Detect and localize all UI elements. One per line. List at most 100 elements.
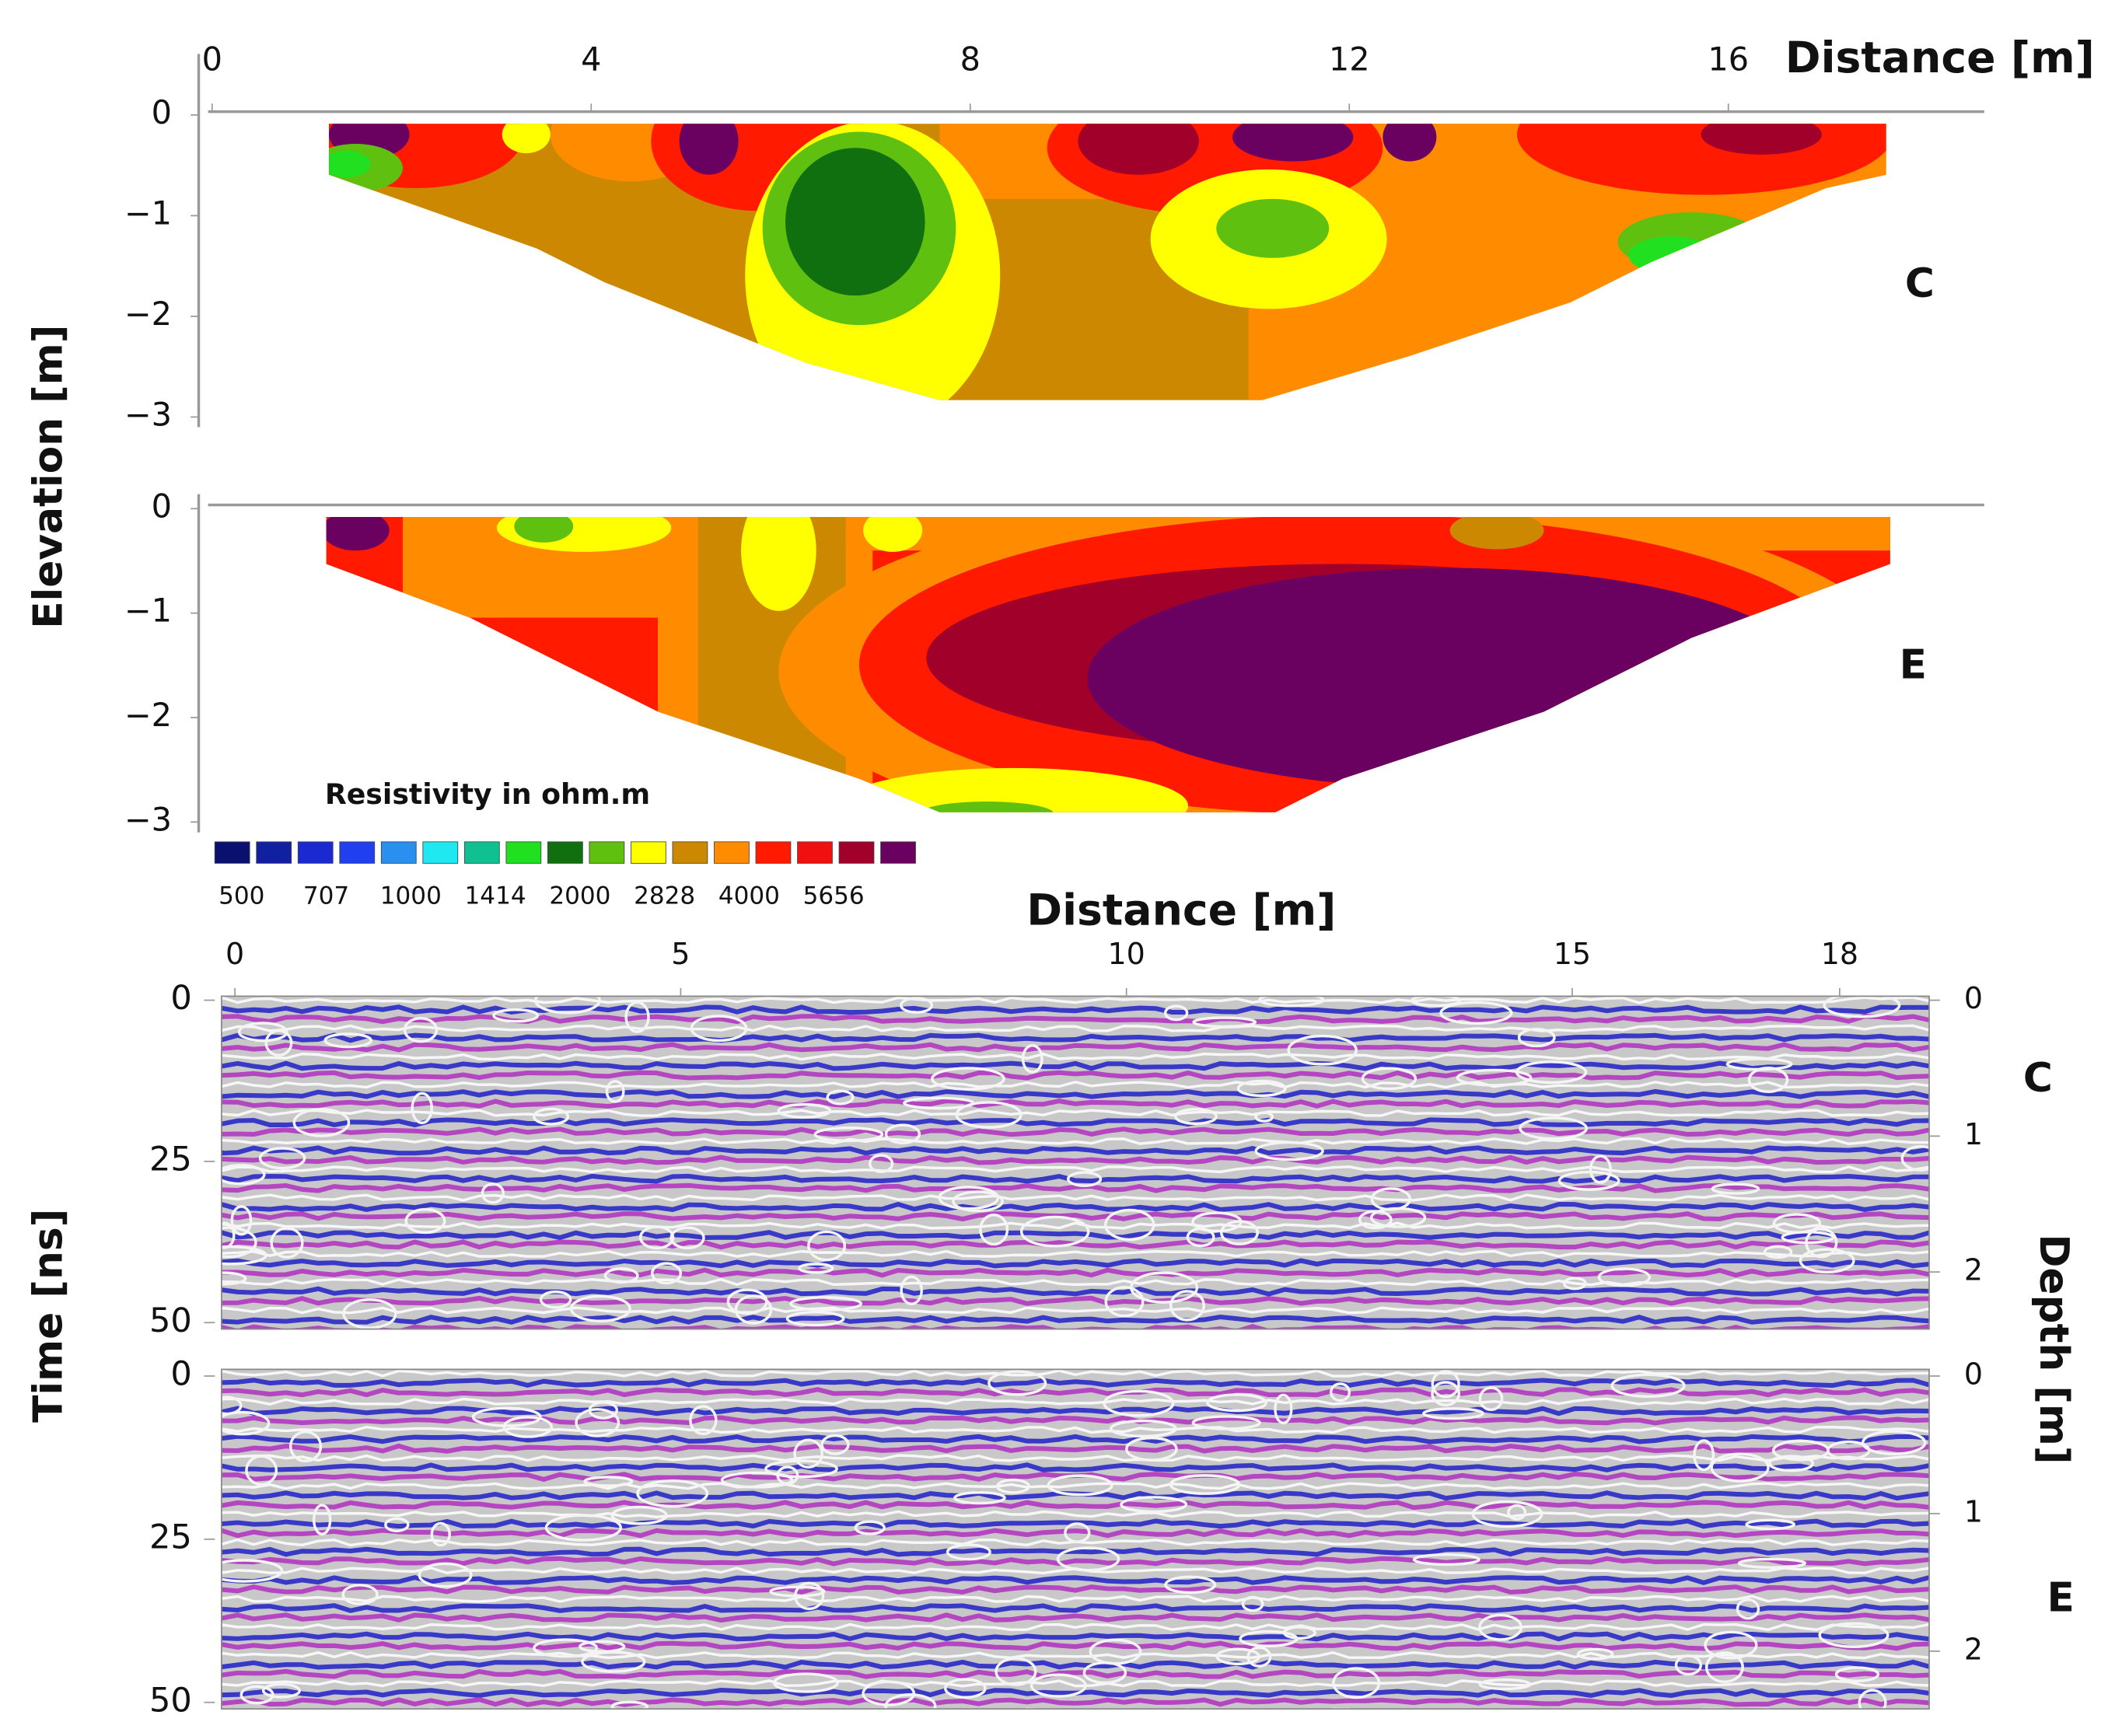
radar-trace <box>221 1631 1930 1642</box>
radar-noise <box>533 1638 599 1658</box>
x-tick-label: 8 <box>960 41 981 79</box>
radar-trace <box>221 1295 1930 1306</box>
radar-noise <box>471 1406 542 1427</box>
x-tick-label: 15 <box>1554 937 1591 971</box>
radar-noise <box>884 1123 921 1144</box>
radar-trace <box>221 1696 1930 1707</box>
radar-trace <box>221 1314 1930 1325</box>
radar-noise <box>789 1296 863 1312</box>
radar-trace <box>221 1004 1930 1015</box>
radar-trace <box>221 1500 1930 1511</box>
colorbar-swatch <box>214 841 250 864</box>
radar-noise <box>1745 1518 1796 1531</box>
radar-noise <box>1710 1452 1770 1483</box>
radar-frame <box>221 1368 1930 1710</box>
radar-noise <box>1834 1666 1880 1682</box>
colorbar-tick-label: 2000 <box>549 882 610 910</box>
radar-trace <box>221 1137 1930 1146</box>
radar-noise <box>931 1067 1005 1091</box>
radar-noise <box>1412 1553 1480 1567</box>
y-axis-title: Time [ns] <box>26 1209 72 1423</box>
radar-trace <box>221 1668 1930 1679</box>
radar-trace <box>221 1415 1930 1426</box>
radar-trace <box>221 1434 1930 1444</box>
radar-noise <box>995 1657 1037 1686</box>
radar-trace <box>221 1126 1930 1137</box>
radar-noise <box>1361 1067 1418 1091</box>
radar-noise <box>1693 1439 1715 1472</box>
radargram <box>221 1369 1930 1710</box>
radar-noise <box>1358 1210 1393 1230</box>
radar-noise <box>1507 1504 1527 1521</box>
radar-noise <box>1711 1182 1760 1195</box>
radar-trace <box>221 1211 1930 1222</box>
radar-noise <box>292 1108 351 1137</box>
radar-noise <box>1410 996 1462 1008</box>
y-tick-label: −2 <box>124 295 172 333</box>
radar-noise <box>868 1154 894 1174</box>
radar-noise <box>690 1015 748 1043</box>
radar-noise <box>1456 1068 1533 1087</box>
radar-noise <box>270 1227 304 1259</box>
x-tick-label: 5 <box>671 937 690 971</box>
y2-tick-label: 1 <box>1964 1494 1983 1528</box>
radar-noise <box>1736 1598 1760 1620</box>
colorbar-tick-label: 2828 <box>634 882 695 910</box>
contour-region <box>514 517 574 543</box>
radar-noise <box>1236 1079 1287 1098</box>
colorbar-swatch <box>256 841 292 864</box>
radargram <box>221 996 1930 1329</box>
contour-region <box>328 150 371 178</box>
radar-noise <box>1589 1154 1612 1184</box>
radar-trace <box>221 1024 1930 1032</box>
y-tick-label: −3 <box>124 396 172 433</box>
radar-noise <box>669 1226 705 1250</box>
contour-region <box>1628 236 1715 274</box>
radar-trace <box>221 1556 1930 1567</box>
radar-trace <box>221 1387 1930 1398</box>
radar-noise <box>1241 1595 1264 1612</box>
radar-noise <box>1478 1386 1504 1412</box>
colorbar-tick-label: 4000 <box>718 882 780 910</box>
radar-noise <box>1104 1208 1155 1242</box>
radar-noise <box>899 997 934 1015</box>
colorbar-swatch <box>297 841 334 864</box>
radar-noise <box>1287 1034 1358 1066</box>
radar-noise <box>734 1294 773 1325</box>
y-tick-label: −1 <box>124 592 172 630</box>
y2-tick-label: 0 <box>1964 981 1983 1015</box>
radar-trace <box>221 1070 1930 1081</box>
radar-noise <box>1163 1004 1189 1022</box>
radar-noise <box>689 1405 718 1436</box>
radar-trace <box>221 1443 1930 1454</box>
radar-noise <box>884 1693 937 1710</box>
radar-trace <box>221 1538 1930 1547</box>
y-tick-label: 25 <box>149 1518 192 1556</box>
radar-noise <box>944 1678 987 1699</box>
radar-noise <box>245 1455 278 1486</box>
radar-noise <box>900 1275 923 1305</box>
colorbar-tick-label: 500 <box>218 882 264 910</box>
radar-noise <box>1799 1248 1855 1274</box>
y-tick-label: 50 <box>149 1301 192 1340</box>
radar-trace <box>221 1369 1930 1378</box>
colorbar-swatch <box>880 841 916 864</box>
colorbar-swatch <box>422 841 459 864</box>
colorbar-tick-label: 707 <box>303 882 349 910</box>
radar-noise <box>1519 1116 1589 1140</box>
radar-noise <box>938 1186 1000 1210</box>
radar-trace <box>221 1640 1930 1651</box>
radar-trace <box>221 1201 1930 1212</box>
radar-noise <box>798 1263 834 1274</box>
radar-noise <box>1597 1267 1651 1287</box>
radar-trace <box>221 1154 1930 1165</box>
radar-trace <box>221 1518 1930 1529</box>
x-tick-label: 12 <box>1329 41 1370 79</box>
radar-noise <box>1258 996 1325 1008</box>
y-tick-label: 0 <box>152 487 172 525</box>
radar-noise <box>1562 1277 1587 1291</box>
contour-region <box>1396 644 1718 812</box>
radar-noise <box>312 1504 332 1536</box>
radar-trace <box>221 1239 1930 1250</box>
radar-noise <box>651 1262 683 1285</box>
